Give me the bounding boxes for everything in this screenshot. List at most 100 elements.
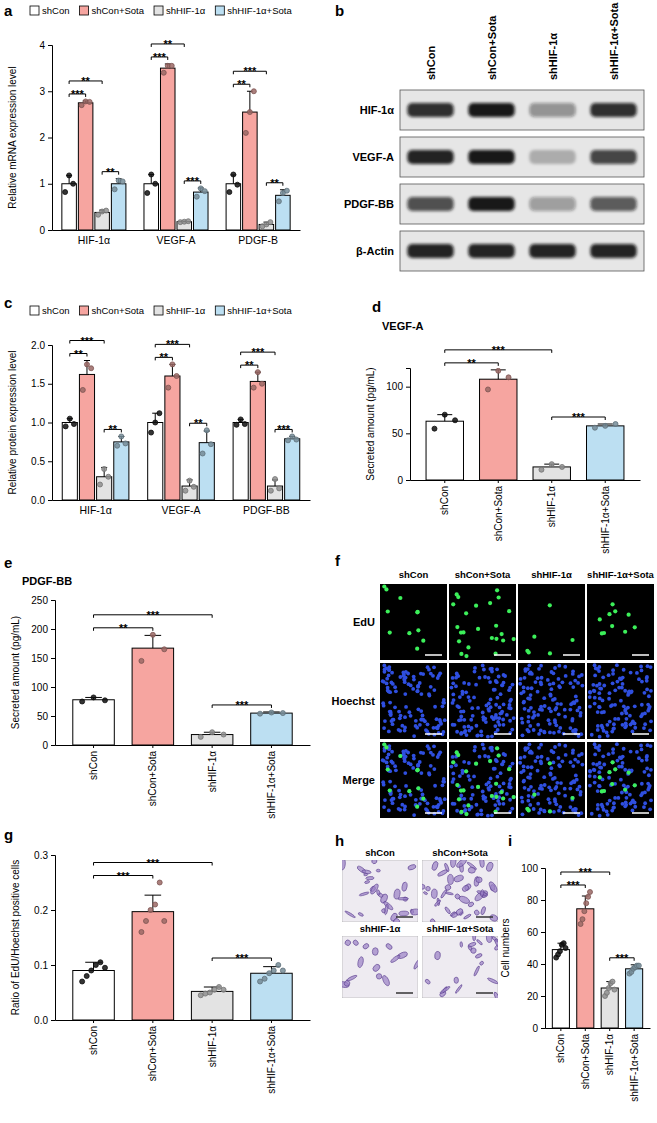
nucleus <box>534 680 538 684</box>
migrated-cell <box>430 918 436 922</box>
significance-label: ** <box>160 351 169 363</box>
data-point <box>277 486 282 491</box>
migrated-cell <box>425 886 431 891</box>
nucleus <box>451 676 455 680</box>
panel-label: c <box>4 294 12 311</box>
nucleus <box>487 709 491 713</box>
nucleus <box>439 722 443 726</box>
migrated-cell <box>453 874 464 883</box>
data-point <box>587 890 592 895</box>
tick-label: 0.0 <box>34 1015 48 1026</box>
nucleus <box>488 759 492 763</box>
nucleus <box>397 728 401 732</box>
edu-nucleus <box>500 790 504 794</box>
data-point <box>612 987 617 992</box>
nucleus <box>522 690 526 694</box>
nucleus <box>426 665 430 669</box>
nucleus <box>623 689 627 693</box>
legend-item: shHIF-1α+Sota <box>215 5 292 16</box>
legend-swatch <box>154 306 163 315</box>
data-point <box>258 979 263 984</box>
nucleus <box>435 796 439 800</box>
tick-mark <box>51 910 55 911</box>
data-point <box>93 963 98 968</box>
nucleus <box>488 746 492 750</box>
nucleus <box>502 681 506 685</box>
image-background <box>587 742 654 818</box>
nucleus <box>494 782 498 786</box>
nucleus <box>390 681 394 685</box>
nucleus <box>431 674 435 678</box>
tick-mark <box>212 745 213 748</box>
nucleus <box>539 729 543 733</box>
image-background <box>587 663 654 739</box>
nucleus <box>588 695 592 699</box>
migrated-cell <box>444 863 450 872</box>
migrated-cell <box>423 891 428 895</box>
nucleus <box>457 705 461 709</box>
data-point <box>169 63 174 68</box>
x-tick: shCon <box>555 1028 566 1063</box>
nucleus <box>542 809 546 813</box>
nucleus <box>613 767 617 771</box>
chart-title: VEGF-A <box>382 320 424 332</box>
x-tick: shCon <box>439 480 450 515</box>
legend: shConshCon+SotashHIF-1αshHIF-1α+Sota <box>30 5 292 16</box>
data-point <box>231 172 236 177</box>
nucleus <box>432 726 436 730</box>
significance-label: *** <box>117 870 131 882</box>
nucleus <box>433 784 437 788</box>
nucleus <box>520 800 524 804</box>
y-tick: 150 <box>31 653 55 664</box>
bar <box>193 192 208 230</box>
nucleus <box>488 680 492 684</box>
edu-nucleus <box>627 771 631 775</box>
nucleus <box>522 700 526 704</box>
column-label: shHIF-1α+Sota <box>587 569 655 580</box>
tick-mark <box>51 745 55 746</box>
axis-line <box>53 230 301 231</box>
nucleus <box>536 802 540 806</box>
nucleus <box>436 755 440 759</box>
migrated-cell <box>476 877 483 883</box>
nucleus <box>576 760 580 764</box>
nucleus <box>571 751 575 755</box>
data-point <box>194 194 199 199</box>
nucleus <box>451 772 455 776</box>
nucleus <box>509 707 513 711</box>
nucleus <box>507 767 511 771</box>
nucleus <box>542 775 546 779</box>
nucleus <box>432 665 436 669</box>
micrograph <box>587 742 654 818</box>
column-label: shCon <box>399 569 429 580</box>
nucleus <box>593 753 597 757</box>
data-point <box>102 467 107 472</box>
nucleus <box>628 793 632 797</box>
nucleus <box>418 760 422 764</box>
blot-band <box>407 244 453 258</box>
y-tick: 0.3 <box>34 850 55 861</box>
nucleus <box>601 726 605 730</box>
nucleus <box>588 690 592 694</box>
nucleus <box>640 791 644 795</box>
nucleus <box>622 668 626 672</box>
nucleus <box>647 773 651 777</box>
nucleus <box>520 796 524 800</box>
nucleus <box>473 745 477 749</box>
migrated-cell <box>371 860 378 864</box>
migrated-cell <box>479 961 484 966</box>
tick-label: shCon <box>88 1026 99 1055</box>
edu-nucleus <box>623 630 627 634</box>
edu-nucleus <box>598 617 602 621</box>
x-tick: shCon+Sota <box>580 1028 591 1089</box>
nucleus <box>596 710 600 714</box>
nucleus <box>643 691 647 695</box>
nucleus <box>451 760 455 764</box>
nucleus <box>563 665 567 669</box>
nucleus <box>475 813 479 817</box>
edu-nucleus <box>476 627 480 631</box>
nucleus <box>592 689 596 693</box>
image-background <box>380 663 447 739</box>
data-point <box>106 474 111 479</box>
tick-mark <box>51 687 55 688</box>
